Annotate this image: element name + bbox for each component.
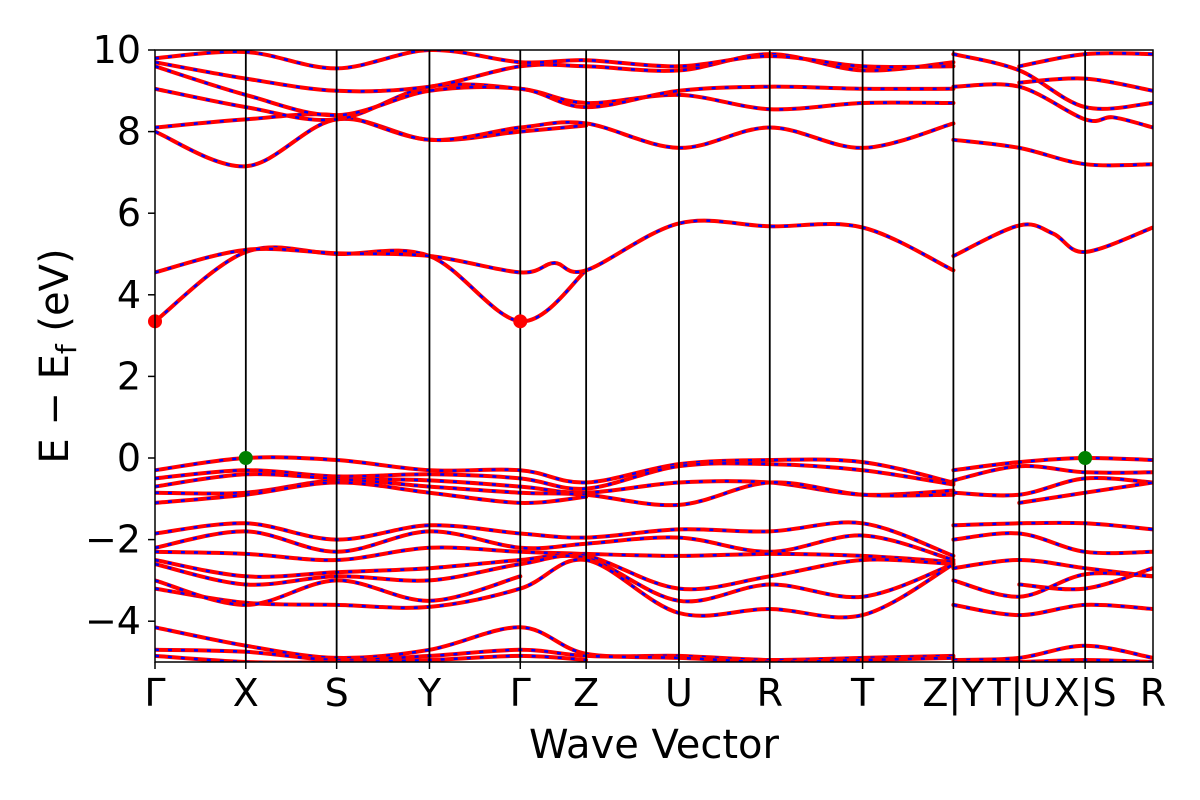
x-tick-label: Z [573,671,599,715]
y-tick-label: 2 [117,354,141,398]
band-line-overlay-27 [155,554,954,603]
band-line-overlay-29 [155,575,521,607]
x-tick-label: Z|Y [922,671,985,716]
band-line-overlay-7 [155,52,954,93]
band-line-overlay-2 [952,223,1153,258]
band-line-9 [951,137,1153,168]
band-line-23 [155,520,956,558]
x-axis: Γ X S Y Γ Z U R T Z|Y T|U X|S R [144,662,1166,716]
x-tick-label: R [1140,671,1166,715]
band-line-overlay-39 [953,644,1153,662]
y-axis-label-unit: (eV) [32,248,78,344]
kpoint-lines [244,50,1087,662]
y-axis-label-main: E − E [32,354,78,464]
vbm-marker [1078,451,1093,465]
band-line-28 [155,557,956,620]
y-tick-label: 6 [117,191,141,235]
band-line-overlay-40 [953,658,1153,662]
band-line-6 [155,64,956,118]
band-line-overlay-34 [953,603,1153,617]
band-line-39 [951,643,1153,662]
x-tick-label: Y [417,671,442,715]
x-tick-label: T|U [986,671,1051,716]
x-tick-label: X|S [1054,671,1117,716]
plot-frame [154,49,1154,663]
vbm-marker [238,451,253,465]
band-line-overlay-18 [155,481,587,505]
band-line-overlay-0 [155,246,587,323]
x-tick-label: S [325,671,349,715]
band-line-overlay-10 [953,83,1153,129]
band-line-overlay-8 [155,50,954,70]
y-tick-label: 8 [117,110,141,154]
band-line-overlay-20 [953,464,1153,482]
x-tick-label: U [665,671,693,715]
band-line-0 [155,245,589,324]
band-line-15 [155,461,956,491]
cbm-marker [513,314,528,329]
x-tick-label: T [850,671,875,715]
band-line-overlay-21 [953,476,1153,497]
y-axis-label-sub: f [50,343,83,354]
band-line-overlay-31 [953,531,1153,555]
band-line-31 [951,531,1153,556]
band-line-overlay-30 [953,521,1153,531]
band-line-overlay-4 [155,112,954,150]
band-line-2 [951,222,1153,258]
y-tick-label: 0 [117,436,141,480]
band-line-overlay-36 [155,626,954,662]
band-line-overlay-1 [155,219,954,274]
band-line-overlay-6 [155,65,954,117]
y-tick-label: −2 [85,518,141,562]
x-tick-label: Γ [510,671,531,715]
extrema-markers [148,314,1093,465]
band-line-overlay-11 [953,52,1153,111]
y-tick-label: 10 [93,28,141,72]
band-line-overlay-25 [155,546,954,564]
band-line-35 [1017,566,1153,592]
band-line-overlay-9 [953,138,1153,167]
y-tick-label: 4 [117,273,141,317]
x-tick-label: X [233,671,259,715]
band-line-14 [155,455,956,485]
x-tick-label: Γ [144,671,165,715]
band-line-12 [1017,76,1153,93]
x-axis-label: Wave Vector [529,722,780,768]
band-line-overlay-19 [953,456,1153,472]
band-line-overlay-24 [155,530,954,562]
y-axis: −4 −2 0 2 4 6 8 10 [85,28,155,643]
x-tick-label: R [757,671,783,715]
y-axis-label: E − Ef (eV) [32,248,83,463]
y-tick-label: −4 [85,599,141,643]
bands-layer [155,50,1153,662]
